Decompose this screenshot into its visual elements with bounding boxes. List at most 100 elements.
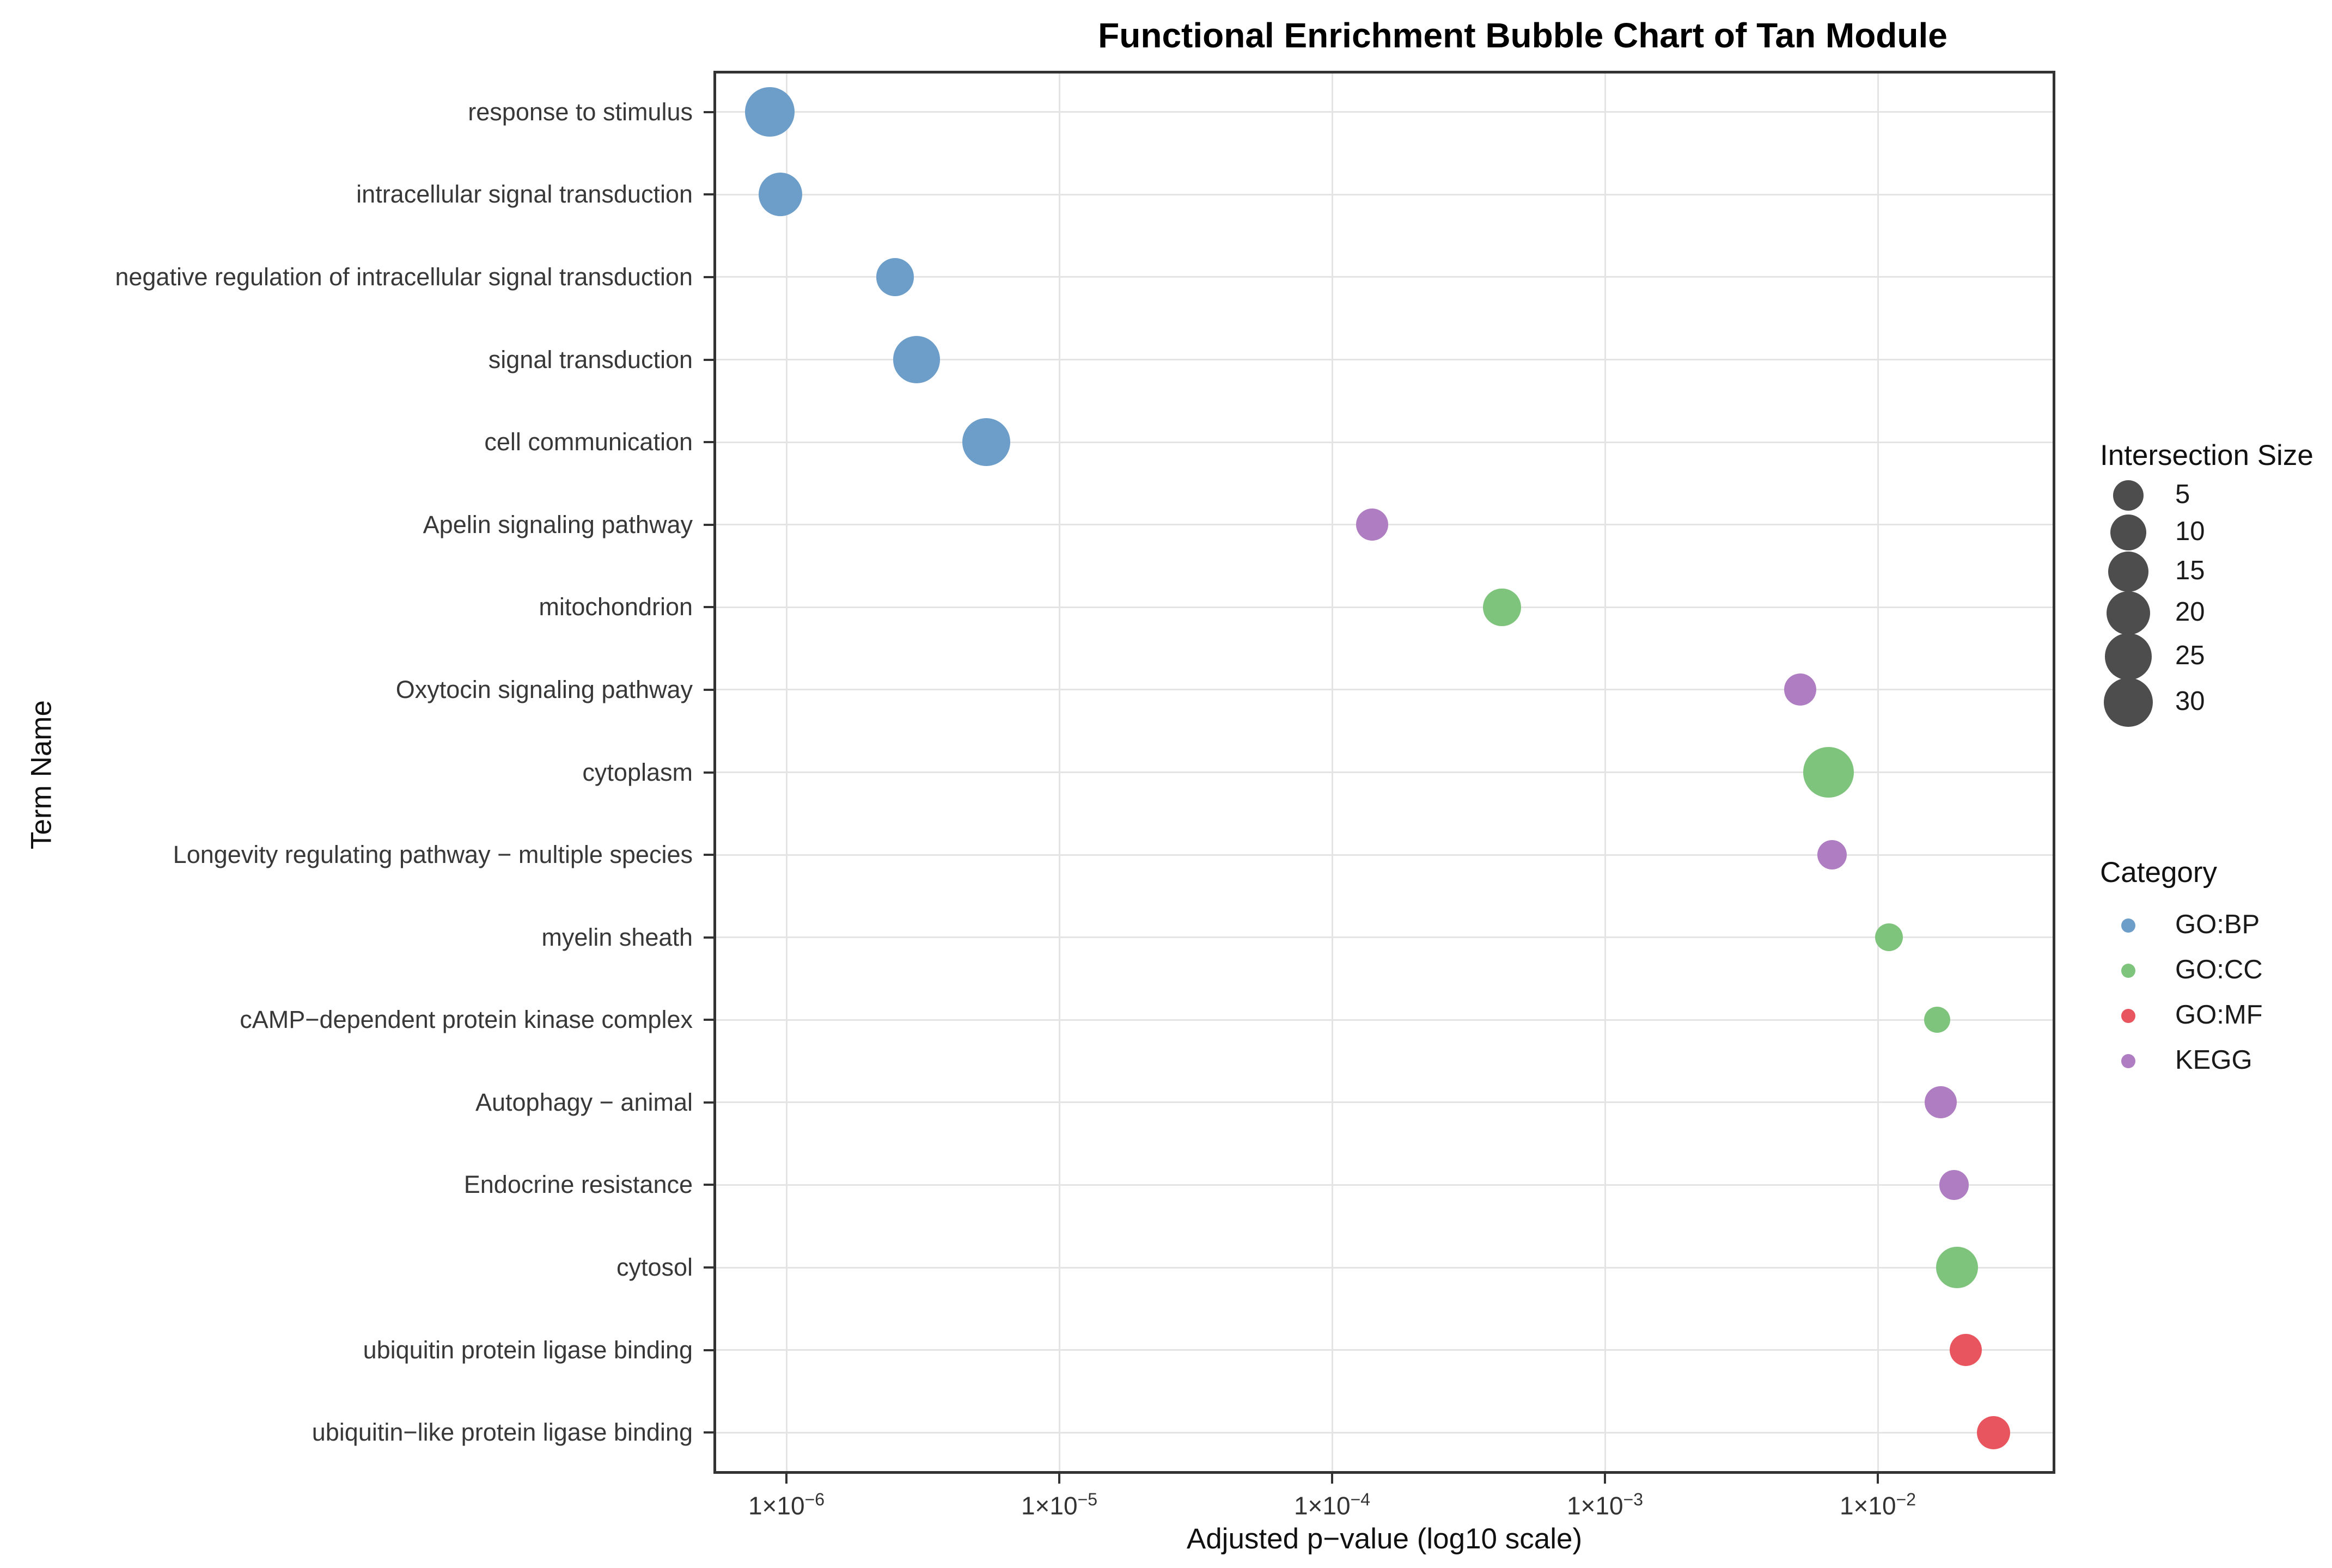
- x-tick-exponent: −5: [1077, 1490, 1098, 1509]
- bubble: [1936, 1246, 1978, 1289]
- category-legend-label: GO:MF: [2175, 1000, 2263, 1030]
- y-axis-label: intracellular signal transduction: [356, 180, 693, 209]
- x-tick-exponent: −2: [1896, 1490, 1916, 1509]
- x-tick-exponent: −3: [1623, 1490, 1644, 1509]
- x-tick-mantissa: 1×10: [1566, 1491, 1623, 1520]
- gridline-horizontal: [713, 689, 2055, 691]
- size-legend-label: 5: [2175, 480, 2190, 509]
- y-axis-label: mitochondrion: [539, 593, 693, 621]
- x-axis-tick: [1604, 1474, 1606, 1484]
- gridline-horizontal: [713, 1019, 2055, 1021]
- gridline-horizontal: [713, 771, 2055, 773]
- bubble: [1924, 1007, 1950, 1033]
- bubble: [1939, 1170, 1969, 1200]
- size-legend-circle: [2105, 633, 2152, 680]
- bubble: [962, 418, 1010, 466]
- bubble: [1803, 747, 1854, 798]
- size-legend-circle: [2103, 677, 2153, 727]
- size-legend-label: 25: [2175, 641, 2205, 670]
- category-legend-dot: [2121, 918, 2135, 933]
- bubble: [1483, 588, 1521, 627]
- y-axis-tick: [704, 111, 713, 113]
- gridline-horizontal: [713, 1431, 2055, 1434]
- y-axis-tick: [704, 275, 713, 278]
- category-legend-dot: [2121, 1009, 2135, 1023]
- gridline-horizontal: [713, 854, 2055, 856]
- y-axis-label: Apelin signaling pathway: [423, 510, 693, 538]
- x-tick-mantissa: 1×10: [1839, 1491, 1896, 1520]
- x-tick-mantissa: 1×10: [1293, 1491, 1351, 1520]
- y-axis-label: Endocrine resistance: [463, 1171, 693, 1199]
- size-legend-circle: [2108, 552, 2148, 592]
- y-axis-tick: [704, 1101, 713, 1104]
- y-axis-tick: [704, 1349, 713, 1351]
- x-axis-title: Adjusted p−value (log10 scale): [1186, 1523, 1583, 1555]
- x-tick-exponent: −4: [1350, 1490, 1371, 1509]
- x-axis-tick: [1877, 1474, 1879, 1484]
- y-axis-label: signal transduction: [488, 345, 693, 373]
- x-tick-label: 1×10−4: [1245, 1490, 1419, 1520]
- size-legend-circle: [2110, 514, 2147, 551]
- bubble: [893, 336, 941, 383]
- x-tick-mantissa: 1×10: [1021, 1491, 1078, 1520]
- bubble: [1784, 673, 1817, 706]
- gridline-horizontal: [713, 1101, 2055, 1104]
- bubble: [1925, 1086, 1957, 1119]
- x-axis-tick: [1058, 1474, 1060, 1484]
- x-tick-label: 1×10−5: [972, 1490, 1146, 1520]
- size-legend-circle: [2106, 591, 2151, 635]
- y-axis-label: Oxytocin signaling pathway: [395, 675, 693, 703]
- bubble: [1356, 509, 1388, 541]
- x-axis-tick: [785, 1474, 787, 1484]
- x-tick-exponent: −6: [804, 1490, 825, 1509]
- plot-panel: [713, 71, 2055, 1474]
- bubble: [1976, 1416, 2010, 1449]
- y-axis-label: negative regulation of intracellular sig…: [115, 262, 693, 291]
- x-axis-tick: [1331, 1474, 1333, 1484]
- y-axis-tick: [704, 1266, 713, 1269]
- x-tick-label: 1×10−2: [1791, 1490, 1965, 1520]
- gridline-horizontal: [713, 359, 2055, 361]
- y-axis-tick: [704, 1184, 713, 1186]
- size-legend-label: 10: [2175, 517, 2205, 546]
- gridline-horizontal: [713, 276, 2055, 278]
- category-legend-label: GO:CC: [2175, 955, 2263, 984]
- y-axis-label: cell communication: [484, 428, 693, 456]
- y-axis-label: Longevity regulating pathway − multiple …: [173, 841, 693, 869]
- gridline-horizontal: [713, 111, 2055, 113]
- bubble: [1875, 923, 1903, 952]
- category-legend-label: KEGG: [2175, 1045, 2252, 1075]
- bubble: [876, 258, 914, 296]
- x-tick-label: 1×10−3: [1518, 1490, 1692, 1520]
- y-axis-tick: [704, 936, 713, 939]
- y-axis-label: cytosol: [616, 1253, 693, 1282]
- y-axis-tick: [704, 606, 713, 609]
- y-axis-tick: [704, 1431, 713, 1434]
- gridline-horizontal: [713, 1349, 2055, 1351]
- category-legend-title: Category: [2100, 856, 2218, 889]
- y-axis-tick: [704, 771, 713, 774]
- size-legend-label: 30: [2175, 687, 2205, 716]
- bubble: [745, 87, 795, 137]
- y-axis-label: ubiquitin protein ligase binding: [363, 1336, 693, 1364]
- gridline-horizontal: [713, 1184, 2055, 1186]
- y-axis-tick: [704, 193, 713, 196]
- y-axis-tick: [704, 523, 713, 526]
- category-legend-dot: [2121, 964, 2135, 978]
- y-axis-label: cAMP−dependent protein kinase complex: [240, 1006, 693, 1034]
- x-tick-mantissa: 1×10: [748, 1491, 805, 1520]
- bubble: [1949, 1334, 1982, 1367]
- y-axis-label: ubiquitin−like protein ligase binding: [312, 1418, 693, 1447]
- size-legend-label: 15: [2175, 556, 2205, 585]
- y-axis-label: cytoplasm: [582, 758, 693, 786]
- chart-title: Functional Enrichment Bubble Chart of Ta…: [1098, 16, 1948, 55]
- gridline-horizontal: [713, 441, 2055, 443]
- size-legend-label: 20: [2175, 597, 2205, 627]
- y-axis-label: myelin sheath: [541, 923, 693, 951]
- bubble: [758, 173, 802, 217]
- category-legend-label: GO:BP: [2175, 910, 2260, 939]
- size-legend-title: Intersection Size: [2100, 439, 2313, 471]
- gridline-horizontal: [713, 936, 2055, 939]
- gridline-horizontal: [713, 1266, 2055, 1269]
